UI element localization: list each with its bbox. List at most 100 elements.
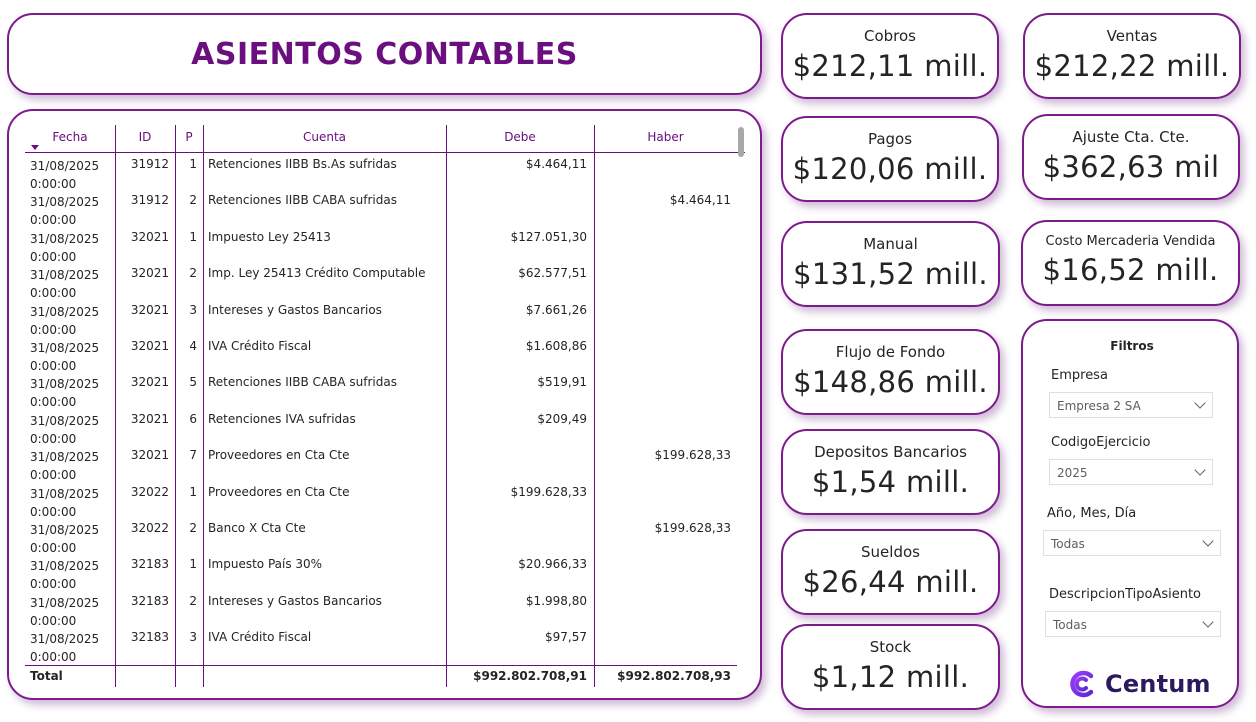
kpi-value: $212,22 mill.: [1034, 49, 1230, 83]
total-label: Total: [30, 669, 63, 683]
kpi-label: Cobros: [863, 27, 916, 45]
empresa-dropdown[interactable]: Empresa 2 SA: [1049, 392, 1213, 418]
journal-entries-table[interactable]: Fecha ID P Cuenta Debe Haber 31/08/2025 0…: [25, 125, 745, 687]
cell-fecha: 31/08/2025 0:00:00: [30, 375, 99, 411]
table-row[interactable]: 31/08/2025 0:00:00 32021 2 Imp. Ley 25413 Cr…: [25, 262, 737, 300]
chevron-down-icon: [1202, 616, 1214, 628]
cell-haber: $4.464,11: [669, 193, 731, 208]
kpi-label: Ajuste Cta. Cte.: [1072, 128, 1190, 146]
kpi-label: Depositos Bancarios: [814, 443, 967, 461]
cell-fecha-time: 0:00:00: [30, 322, 77, 337]
cell-cuenta: Imp. Ley 25413 Crédito Computable: [208, 266, 426, 281]
cell-p: 2: [189, 593, 197, 608]
cell-id: 31912: [130, 193, 169, 208]
cell-cuenta: Retenciones IIBB CABA sufridas: [208, 375, 397, 390]
cell-debe: $4.464,11: [525, 157, 587, 171]
cell-haber: $199.628,33: [654, 448, 731, 463]
cell-fecha-time: 0:00:00: [30, 249, 77, 264]
cell-fecha: 31/08/2025 0:00:00: [30, 485, 99, 521]
centum-logo: Centum: [1067, 669, 1211, 699]
table-row[interactable]: 31/08/2025 0:00:00 32021 6 Retenciones IVA s…: [25, 408, 737, 446]
cell-fecha: 31/08/2025 0:00:00: [30, 193, 99, 229]
table-row[interactable]: 31/08/2025 0:00:00 32183 2 Intereses y Gasto…: [25, 590, 737, 628]
kpi-label: Pagos: [867, 130, 913, 148]
column-divider: [175, 125, 176, 687]
table-row[interactable]: 31/08/2025 0:00:00 32183 1 Impuesto País 30%…: [25, 553, 737, 591]
cell-cuenta: Intereses y Gastos Bancarios: [208, 302, 382, 317]
sort-descending-icon[interactable]: [31, 145, 39, 150]
table-row[interactable]: 31/08/2025 0:00:00 32021 7 Proveedores en Ct…: [25, 444, 737, 482]
cell-id: 31912: [130, 157, 169, 171]
cell-fecha: 31/08/2025 0:00:00: [30, 557, 99, 593]
cell-p: 2: [189, 266, 197, 281]
kpi-value: $16,52 mill.: [1042, 253, 1219, 287]
fecha-selected-value: Todas: [1051, 537, 1085, 551]
cell-debe: $1.998,80: [525, 593, 587, 608]
table-row[interactable]: 31/08/2025 0:00:00 32022 1 Proveedores en Ct…: [25, 481, 737, 519]
column-header-debe[interactable]: Debe: [504, 130, 536, 144]
cell-id: 32021: [130, 266, 169, 281]
codigo-ejercicio-dropdown[interactable]: 2025: [1049, 459, 1213, 485]
kpi-card-flujo-de-fondo: Flujo de Fondo $148,86 mill.: [781, 329, 1000, 415]
cell-id: 32021: [130, 411, 169, 426]
column-header-id[interactable]: ID: [138, 130, 152, 144]
table-row[interactable]: 31/08/2025 0:00:00 31912 1 Retenciones IIBB …: [25, 153, 737, 191]
cell-id: 32021: [130, 448, 169, 463]
cell-p: 5: [189, 375, 197, 390]
chevron-down-icon: [1202, 535, 1214, 547]
table-row[interactable]: 31/08/2025 0:00:00 32021 4 IVA Crédito Fisca…: [25, 335, 737, 373]
vertical-scrollbar[interactable]: [737, 125, 745, 665]
cell-fecha-date: 31/08/2025: [30, 523, 100, 537]
cell-fecha-time: 0:00:00: [30, 177, 77, 191]
cell-fecha: 31/08/2025 0:00:00: [30, 339, 99, 375]
brand-name: Centum: [1105, 670, 1211, 698]
cell-fecha-time: 0:00:00: [30, 431, 77, 446]
cell-debe: $20.966,33: [518, 557, 587, 572]
kpi-value: $212,11 mill.: [792, 49, 988, 83]
cell-cuenta: Retenciones IIBB CABA sufridas: [208, 193, 397, 208]
scrollbar-thumb[interactable]: [738, 127, 744, 157]
cell-fecha: 31/08/2025 0:00:00: [30, 521, 99, 557]
table-row[interactable]: 31/08/2025 0:00:00 32022 2 Banco X Cta Cte $1…: [25, 517, 737, 555]
column-header-haber[interactable]: Haber: [647, 130, 684, 144]
cell-p: 4: [189, 339, 197, 353]
kpi-card-pagos: Pagos $120,06 mill.: [781, 116, 999, 202]
cell-debe: $199.628,33: [510, 484, 587, 499]
kpi-card-ajuste-cta-cte: Ajuste Cta. Cte. $362,63 mil: [1022, 114, 1240, 200]
filter-label-fecha: Año, Mes, Día: [1047, 506, 1137, 521]
cell-debe: $1.608,86: [525, 339, 587, 353]
table-row[interactable]: 31/08/2025 0:00:00 31912 2 Retenciones IIBB …: [25, 189, 737, 227]
cell-p: 7: [189, 448, 197, 463]
cell-fecha-date: 31/08/2025: [30, 632, 100, 647]
cell-p: 1: [189, 229, 197, 244]
column-header-cuenta[interactable]: Cuenta: [302, 130, 347, 144]
column-header-fecha[interactable]: Fecha: [52, 130, 88, 144]
table-row[interactable]: 31/08/2025 0:00:00 32021 3 Intereses y Gasto…: [25, 299, 737, 337]
cell-debe: $519,91: [537, 375, 587, 390]
cell-fecha-date: 31/08/2025: [30, 450, 100, 465]
filter-label-tipo-asiento: DescripcionTipoAsiento: [1049, 587, 1202, 602]
table-row[interactable]: 31/08/2025 0:00:00 32021 5 Retenciones IIBB …: [25, 371, 737, 409]
table-header: Fecha ID P Cuenta Debe Haber: [25, 125, 745, 153]
fecha-hierarchy-dropdown[interactable]: Todas: [1043, 530, 1221, 556]
column-divider: [115, 125, 116, 687]
total-debe: $992.802.708,91: [473, 669, 587, 683]
cell-fecha-time: 0:00:00: [30, 650, 77, 665]
tipo-asiento-dropdown[interactable]: Todas: [1045, 611, 1221, 637]
table-row[interactable]: 31/08/2025 0:00:00 32183 3 IVA Crédito Fisca…: [25, 626, 737, 665]
table-row[interactable]: 31/08/2025 0:00:00 32021 1 Impuesto Ley 2541…: [25, 226, 737, 264]
kpi-card-depositos-bancarios: Depositos Bancarios $1,54 mill.: [781, 429, 1000, 515]
kpi-value: $148,86 mill.: [793, 365, 988, 399]
cell-p: 3: [189, 630, 197, 645]
cell-debe: $127.051,30: [510, 229, 587, 244]
cell-fecha-date: 31/08/2025: [30, 486, 100, 501]
cell-cuenta: Retenciones IIBB Bs.As sufridas: [208, 157, 397, 171]
filters-panel: Filtros Empresa Empresa 2 SA CodigoEjerc…: [1021, 319, 1239, 708]
cell-fecha-date: 31/08/2025: [30, 559, 100, 574]
cell-cuenta: Proveedores en Cta Cte: [208, 448, 350, 463]
cell-cuenta: Impuesto Ley 25413: [208, 229, 331, 244]
kpi-card-ventas: Ventas $212,22 mill.: [1023, 13, 1241, 99]
kpi-label: Costo Mercaderia Vendida: [1045, 234, 1216, 249]
kpi-value: $26,44 mill.: [802, 565, 979, 599]
column-header-p[interactable]: P: [185, 130, 193, 144]
